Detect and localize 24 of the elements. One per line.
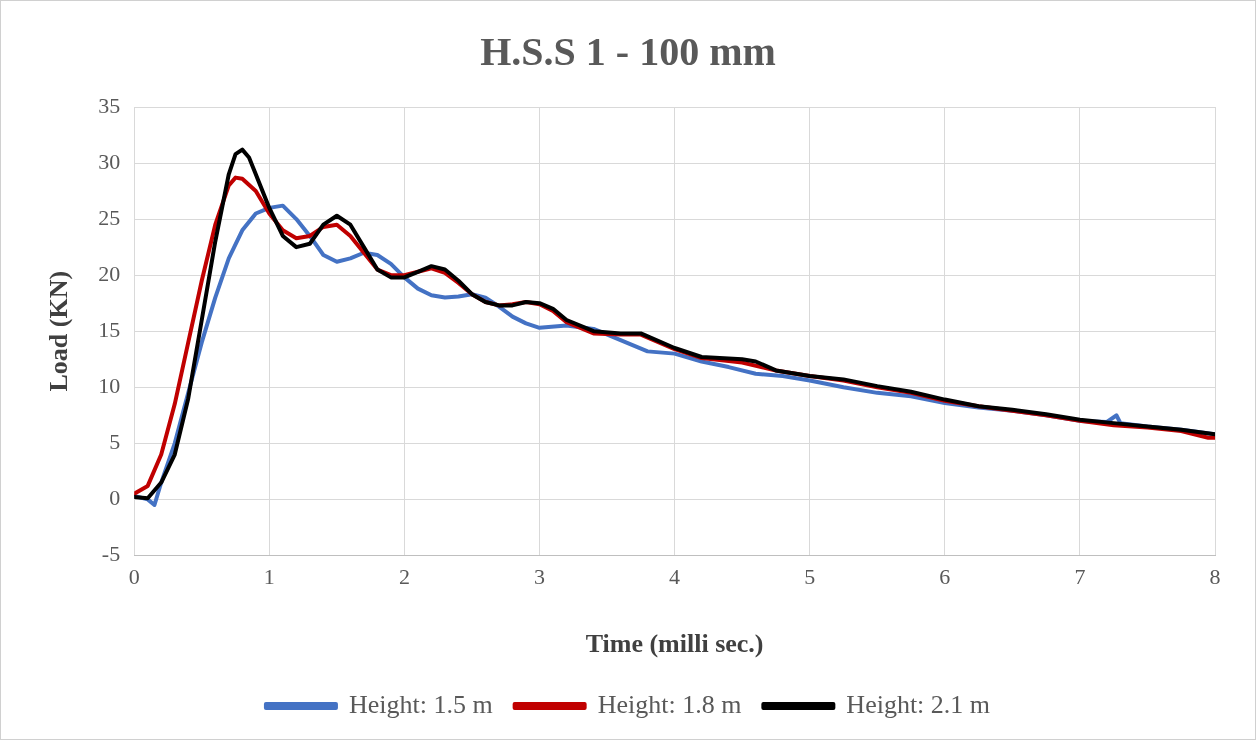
legend-label: Height: 1.5 m [348,689,493,719]
x-tick-label: 8 [1209,564,1221,590]
x-axis-title: Time (milli sec.) [585,629,764,659]
x-tick-label: 5 [804,564,816,590]
legend-label: Height: 1.8 m [597,689,742,719]
y-tick-label: 15 [98,316,121,342]
y-tick-label: 30 [98,148,121,174]
x-tick-label: 0 [128,564,140,590]
x-tick-label: 2 [398,564,410,590]
y-tick-label: 0 [109,485,121,511]
x-tick-label: 4 [669,564,681,590]
y-tick-label: -5 [101,541,121,567]
y-tick-label: 5 [109,429,121,455]
x-tick-label: 6 [939,564,951,590]
y-tick-label: 25 [98,204,121,230]
legend-label: Height: 2.1 m [846,689,991,719]
y-axis-title: Load (KN) [44,270,74,392]
y-tick-label: 20 [98,260,121,286]
x-tick-label: 3 [534,564,545,590]
x-tick-label: 7 [1074,564,1086,590]
chart-title: H.S.S 1 - 100 mm [480,29,776,75]
y-tick-label: 35 [98,92,121,118]
x-tick-label: 1 [263,564,275,590]
y-tick-label: 10 [98,373,121,399]
